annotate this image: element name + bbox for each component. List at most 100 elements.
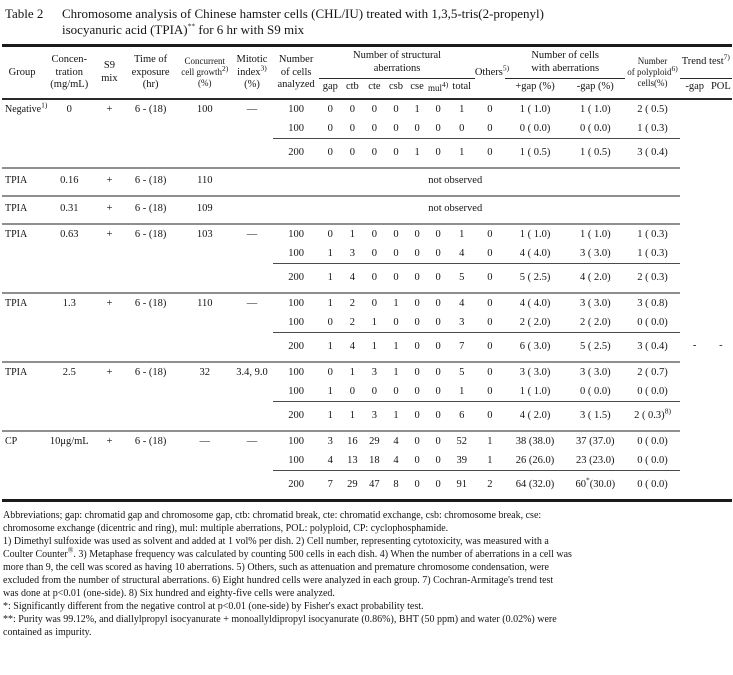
data-cell: 0 [371, 103, 378, 115]
info-cell: — [230, 291, 274, 362]
not-observed-cell: not observed [230, 166, 680, 196]
total-cell: 0 [363, 137, 386, 168]
data-cell: 0 [393, 103, 399, 115]
trend-pol-cell [710, 401, 732, 431]
data-cell: 1 [319, 291, 342, 313]
total-cell: 5 ( 2.5) [565, 331, 626, 362]
trend-pol-cell [710, 99, 732, 119]
total-cell: 3 [363, 400, 386, 431]
data-cell: 1 [385, 291, 407, 313]
data-cell: 2 ( 0.5) [637, 103, 668, 115]
col-header-cells-analyzed: Number of cells analyzed [273, 45, 320, 100]
data-cell: 0 [349, 122, 355, 134]
total-cell: 0 [474, 331, 505, 362]
total-cell: 1 [448, 137, 475, 168]
total-cell: 1 [385, 331, 407, 362]
info-cell: + [96, 166, 123, 196]
col-header-cte: cte [363, 78, 386, 100]
data-cell: 0 [349, 385, 355, 397]
info-cell: + [96, 429, 123, 500]
info-cell: — [230, 222, 274, 293]
data-cell: 4 [448, 291, 475, 313]
info-cell: 6 - (18) [122, 194, 179, 224]
col-header-trend-pol: POL [709, 78, 732, 100]
data-cell: 0 [371, 247, 378, 259]
total-cell: 0 ( 0.0) [625, 469, 680, 500]
col-header-cse: cse [406, 78, 428, 100]
data-cell: 1 [459, 103, 465, 115]
info-cell: 0 [66, 103, 72, 115]
total-cell: 1 [319, 262, 342, 293]
col-header-total: total [448, 78, 475, 100]
data-cell: 1 [371, 316, 378, 328]
data-cell: 1 ( 1.0) [504, 222, 566, 244]
trend-pol-cell [710, 470, 732, 500]
trend-pol-cell [710, 362, 732, 382]
col-header-exposure: Time of exposure (hr) [122, 45, 179, 100]
info-cell: — [178, 429, 231, 500]
trend-gap-cell [680, 470, 710, 500]
data-cell: 0 [474, 222, 505, 244]
header-row-2: gap ctb cte csb cse mul4) total +gap (%)… [2, 78, 732, 100]
total-cell: 2 ( 0.3) [625, 262, 680, 293]
total-cell: 47 [363, 469, 386, 500]
data-cell: 0 [474, 360, 505, 382]
total-cell: 0 [406, 469, 428, 500]
info-cell: 110 [178, 166, 231, 196]
data-cell: 0 [319, 222, 342, 244]
data-cell: 0 [427, 291, 449, 313]
table-total-row: 200 7 29 47 8 0 0 91 2 64 (32.0) 60*(30.0) 0 ( 0.0) [2, 469, 732, 500]
total-cell: 1 ( 0.5) [565, 137, 626, 168]
info-cell: 6 - (18) [122, 291, 179, 362]
table-number: Table 2 [5, 6, 44, 21]
data-cell: 0 [427, 429, 449, 451]
data-cell: 26 (26.0) [515, 454, 555, 466]
data-cell: 3 ( 3.0) [579, 247, 611, 259]
table-total-row: 200 0 0 0 0 1 0 1 0 1 ( 0.5) 1 ( 0.5) 3 ( 0.4) [2, 137, 732, 168]
data-cell: 0 [414, 454, 420, 466]
info-cell: 0.31 [42, 194, 97, 224]
data-cell: 0 [427, 222, 449, 244]
total-cell: 0 [474, 262, 505, 293]
data-cell: 1 ( 1.0) [565, 222, 626, 244]
data-cell: 0 ( 0.0) [637, 316, 668, 328]
data-cell: 0 [414, 385, 420, 397]
data-cell: 0 [487, 103, 493, 115]
not-observed-cell: not observed [230, 194, 680, 224]
data-cell: 0 [319, 360, 342, 382]
table-body: Negative1) 0 +6 - (18) 100—100 0 0 0 0 1 0 1 0 1 ( 1… [2, 99, 732, 500]
data-cell: 0 ( 0.0) [579, 122, 611, 134]
info-cell: — [246, 103, 258, 115]
data-cell: 0 [327, 122, 333, 134]
footnote-line: more than 9, the cell was scored as havi… [3, 561, 549, 573]
data-cell: 2 ( 2.0) [519, 316, 551, 328]
data-cell: 2 [349, 316, 355, 328]
trend-pol-cell: - [719, 340, 723, 351]
data-cell: 0 [327, 103, 333, 115]
info-cell: + [96, 194, 123, 224]
data-cell: 52 [448, 429, 475, 451]
col-header-structural-aberrations: Number of structural aberrations [319, 45, 475, 79]
data-cell: 0 [414, 247, 420, 259]
data-cell: 0 [435, 247, 441, 259]
data-cell: 0 [363, 222, 386, 244]
data-cell: 100 [288, 122, 305, 134]
data-cell: 1 [341, 360, 364, 382]
data-cell: 1 [327, 247, 333, 259]
col-header-plus-gap: +gap (%) [504, 78, 566, 100]
data-cell: 3 ( 3.0) [565, 291, 626, 313]
total-cell: 0 [406, 262, 428, 293]
trend-gap-cell [680, 362, 710, 382]
total-cell: 0 [363, 262, 386, 293]
table-row: 100 1 3 0 0 0 0 4 0 4 ( 4.0) 3 ( 3.0) 1 ( 0.3) [2, 244, 732, 264]
data-cell: 3 ( 0.8) [625, 291, 680, 313]
data-cell: 3 [459, 316, 465, 328]
table-row: Negative1) 0 +6 - (18) 100 — 100 0 0 0 0 1 0 1 0 1 ( 1… [2, 99, 732, 119]
col-header-trend-minus-gap: -gap [679, 78, 710, 100]
footnote-line: chromosome exchange (dicentric and ring)… [3, 522, 449, 534]
col-header-gap: gap [319, 78, 342, 100]
total-cell: 1 [341, 400, 364, 431]
total-cell: 200 [273, 137, 320, 168]
col-header-csb: csb [385, 78, 407, 100]
